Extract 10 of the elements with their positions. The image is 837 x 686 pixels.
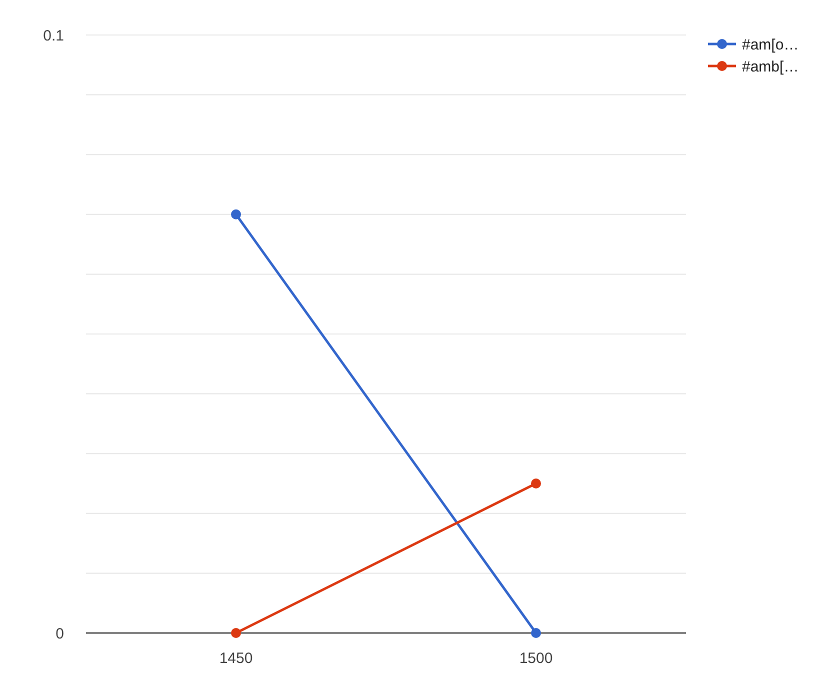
x-tick-label: 1450 [219,650,253,667]
point [531,628,541,638]
legend-label: #am[o… [742,36,799,54]
legend-label: #amb[… [742,58,799,76]
point [231,628,241,638]
y-tick-label: 0.1 [43,27,64,44]
point [531,478,541,488]
y-tick-label: 0 [56,625,64,642]
point [231,209,241,220]
x-tick-label: 1500 [519,650,553,667]
